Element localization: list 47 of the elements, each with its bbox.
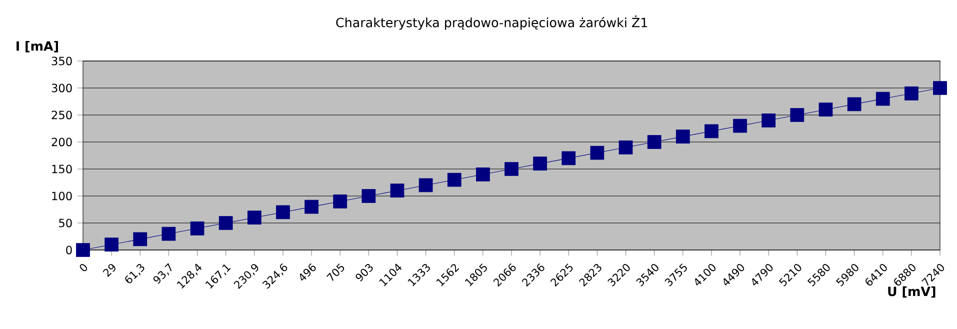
point [533,156,548,171]
point [562,151,576,166]
y-axis-title: I [mA] [16,41,58,52]
y-tick-label: 350 [52,56,72,66]
point [190,221,204,236]
x-tick-label: 496 [300,263,316,281]
point [847,97,862,112]
point [733,118,747,133]
point [876,92,890,106]
point [618,140,633,154]
point [162,226,176,241]
point [676,130,690,144]
point [333,194,348,208]
point [133,232,148,246]
x-tick-label: 29 [102,264,116,278]
chart-title: Charakterystyka prądowo-napięciowa żarówki Ż1 [336,16,648,30]
point [247,210,262,225]
point [704,124,718,138]
point [218,216,233,230]
point [933,81,947,95]
y-tick-label: 0 [66,246,72,254]
point [762,113,776,128]
x-tick-label: 903 [356,264,373,282]
y-tick-label: 300 [52,84,72,92]
point [904,86,918,100]
point [104,238,119,252]
point [362,189,376,203]
y-tick-label: 150 [52,164,72,174]
point [76,243,90,257]
x-tick-label: 705 [326,264,344,281]
point [476,167,490,182]
y-tick-label: 200 [52,138,72,146]
y-tick-label: 100 [52,192,72,200]
point [818,102,833,117]
point [790,108,804,122]
point [447,172,462,187]
x-axis-title: U [mV] [888,286,936,298]
y-tick-label: 250 [52,110,72,120]
point [418,178,433,192]
y-tick-label: 50 [59,218,72,228]
x-tick-label: 0 [80,264,88,272]
point [590,146,604,160]
point [504,162,518,176]
point [647,135,662,149]
point [390,184,404,198]
point [304,200,318,214]
point [276,205,290,220]
